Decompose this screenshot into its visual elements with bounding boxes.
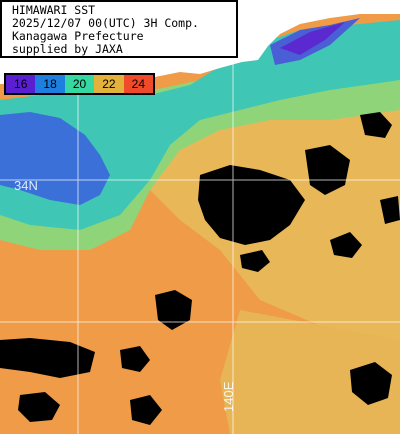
legend-cell-18: 18 — [35, 75, 65, 93]
legend-label-18: 18 — [43, 77, 57, 91]
ocean-blue-bay — [0, 112, 110, 205]
cloud-mask — [0, 112, 400, 425]
ocean-yellow-southeast — [220, 310, 400, 434]
legend-cell-16: 16 — [6, 75, 36, 93]
legend-cell-20: 20 — [64, 75, 95, 93]
title-credit: supplied by JAXA — [12, 42, 123, 56]
latitude-label: 34N — [14, 178, 38, 193]
legend-cell-24: 24 — [123, 75, 154, 93]
longitude-label: 140E — [221, 381, 236, 412]
title-datetime: 2025/12/07 00(UTC) 3H Comp. — [12, 16, 199, 30]
legend-label-20: 20 — [72, 77, 87, 91]
title-box: HIMAWARI SST 2025/12/07 00(UTC) 3H Comp.… — [0, 0, 238, 58]
ocean-purple-edge — [280, 22, 345, 55]
graticule — [0, 58, 400, 434]
legend-label-16: 16 — [14, 77, 28, 91]
title-region: Kanagawa Prefecture — [12, 29, 144, 43]
title-product: HIMAWARI SST — [12, 3, 96, 17]
temperature-legend: 16 18 20 22 24 — [4, 73, 155, 95]
legend-label-22: 22 — [102, 77, 116, 91]
legend-cell-22: 22 — [94, 75, 124, 93]
legend-label-24: 24 — [131, 77, 145, 91]
